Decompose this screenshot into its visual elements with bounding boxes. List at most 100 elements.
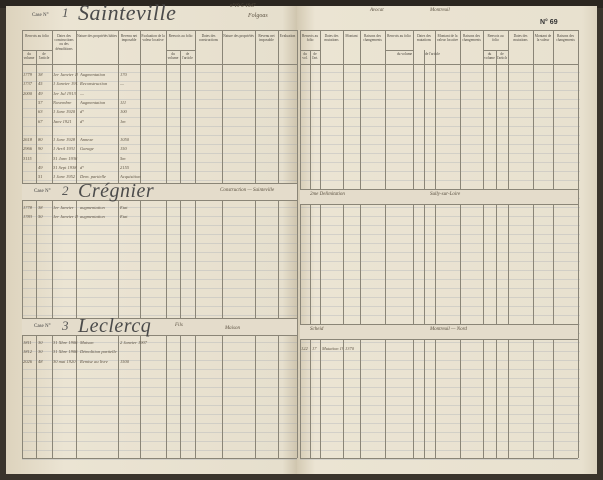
table-cell: Annexe <box>80 137 94 143</box>
table-cell: 90 <box>38 146 43 152</box>
table-cell: 1er Janvier 1910 <box>53 72 78 77</box>
column-divider <box>255 30 256 458</box>
table-cell: — <box>80 90 85 96</box>
table-cell: 31 Xbre 1906 <box>53 340 78 345</box>
case-band <box>300 324 578 340</box>
column-subheader: de l'article <box>182 52 193 61</box>
column-divider <box>52 30 53 458</box>
ruling <box>300 64 580 464</box>
column-subheader: du volume <box>484 52 495 61</box>
table-cell: 67 <box>38 118 43 124</box>
column-divider <box>460 30 461 458</box>
table-cell: Dem. partielle <box>80 174 106 180</box>
table-cell: 1500 <box>120 358 129 364</box>
table-cell: 31 Sept 1938 <box>53 165 77 170</box>
case-label: Case N° <box>34 324 51 329</box>
column-divider <box>343 30 344 458</box>
folio-number: N° 69 <box>540 19 558 26</box>
table-cell: Etat <box>120 214 128 220</box>
table-cell: 1 Avril 1931 <box>53 146 76 152</box>
column-divider <box>413 30 414 458</box>
table-cell: d° <box>80 109 85 115</box>
table-cell: 45 <box>38 81 43 87</box>
owner-note: Maison <box>225 326 240 331</box>
table-cell: 122 <box>301 346 308 351</box>
table-cell: 38 <box>38 205 43 210</box>
table-cell: 63 <box>38 109 43 115</box>
column-divider <box>278 30 279 458</box>
table-cell: Augmentation <box>80 72 106 77</box>
table-cell: Maison <box>80 340 94 345</box>
case-band <box>22 183 297 201</box>
column-header: Dates des constructions <box>198 34 219 43</box>
table-cell: 49 <box>38 165 43 170</box>
table-cell: 30 mai 1920 <box>53 358 76 364</box>
column-header: Montant <box>345 34 358 38</box>
column-divider <box>508 30 509 458</box>
subheader-divider <box>300 50 320 51</box>
column-subheader: du volume <box>23 52 35 61</box>
column-header: Montant de la valeur locative <box>436 34 459 43</box>
table-cell: Etat <box>120 205 128 210</box>
table-cell: 2618 <box>23 137 32 143</box>
table-cell: 30 <box>38 349 43 355</box>
ruling <box>22 64 297 464</box>
table-cell: 51 <box>38 174 43 180</box>
table-cell: 1778 <box>23 205 32 210</box>
column-header: Raisons des changements <box>462 34 481 43</box>
owner-name: Sainteville <box>78 0 177 25</box>
top-note: n°19-5-1947 <box>230 4 256 9</box>
owner-name: Crégnier <box>78 180 155 202</box>
column-divider <box>297 30 298 458</box>
table-cell: 150 <box>120 146 127 152</box>
case-band <box>300 189 578 205</box>
right-note: 2me Delimitation <box>310 192 345 197</box>
column-divider <box>222 30 223 458</box>
column-subheader: du vol. <box>302 52 308 61</box>
table-cell: Acquisition <box>120 174 141 180</box>
case-band <box>22 318 297 336</box>
top-note: Avocat <box>370 8 384 13</box>
table-cell: 1812 <box>23 349 32 355</box>
table-cell: Reconstruction <box>80 81 108 87</box>
header-border <box>300 30 578 31</box>
column-divider <box>385 30 386 458</box>
top-note: Folgoas <box>248 13 268 19</box>
table-cell: 1er Janvier <box>53 205 74 210</box>
table-cell: 30 <box>38 340 43 345</box>
case-number: 3 <box>62 318 69 333</box>
table-cell: 1050 <box>120 137 129 143</box>
case-number: 2 <box>62 183 69 198</box>
table-cell: 2026 <box>23 358 32 364</box>
table-cell: 2 Janvier 1907 <box>120 340 147 345</box>
table-cell: 1m <box>120 118 126 124</box>
owner-name: Leclercq <box>78 315 152 337</box>
table-cell: 2966 <box>23 146 32 152</box>
table-cell: Janv 1921 <box>53 118 72 124</box>
table-cell: augmentation <box>80 214 105 220</box>
table-cell: 1 Janv 1928 <box>53 137 75 143</box>
table-cell: Mutation 1928 <box>322 346 343 351</box>
table-cell: 17 <box>312 346 317 351</box>
case-number: 1 <box>62 5 69 20</box>
column-divider <box>533 30 534 458</box>
column-header: Dates des mutations <box>513 34 528 43</box>
column-header: Dates des mutations <box>416 34 432 43</box>
column-subheader: du volume <box>167 52 179 61</box>
table-cell: Démolition partielle <box>80 349 117 355</box>
column-divider <box>300 30 301 458</box>
column-divider <box>310 50 311 458</box>
case-label: Case N° <box>32 13 49 18</box>
column-header: Renvois au folio <box>168 34 193 38</box>
table-cell: 5m <box>120 155 126 161</box>
column-divider <box>496 50 497 458</box>
table-cell: 2155 <box>120 165 129 170</box>
subheader-divider <box>483 50 508 51</box>
table-cell: 2000 <box>23 90 32 96</box>
table-cell: 3115 <box>23 155 32 161</box>
table-cell: Novembre <box>53 99 72 105</box>
column-header: Évaluation de la valeur locative <box>141 34 165 43</box>
top-note: Montreuil <box>430 8 450 13</box>
table-cell: 50 <box>38 214 43 220</box>
column-subheader: de l'article <box>497 52 507 61</box>
